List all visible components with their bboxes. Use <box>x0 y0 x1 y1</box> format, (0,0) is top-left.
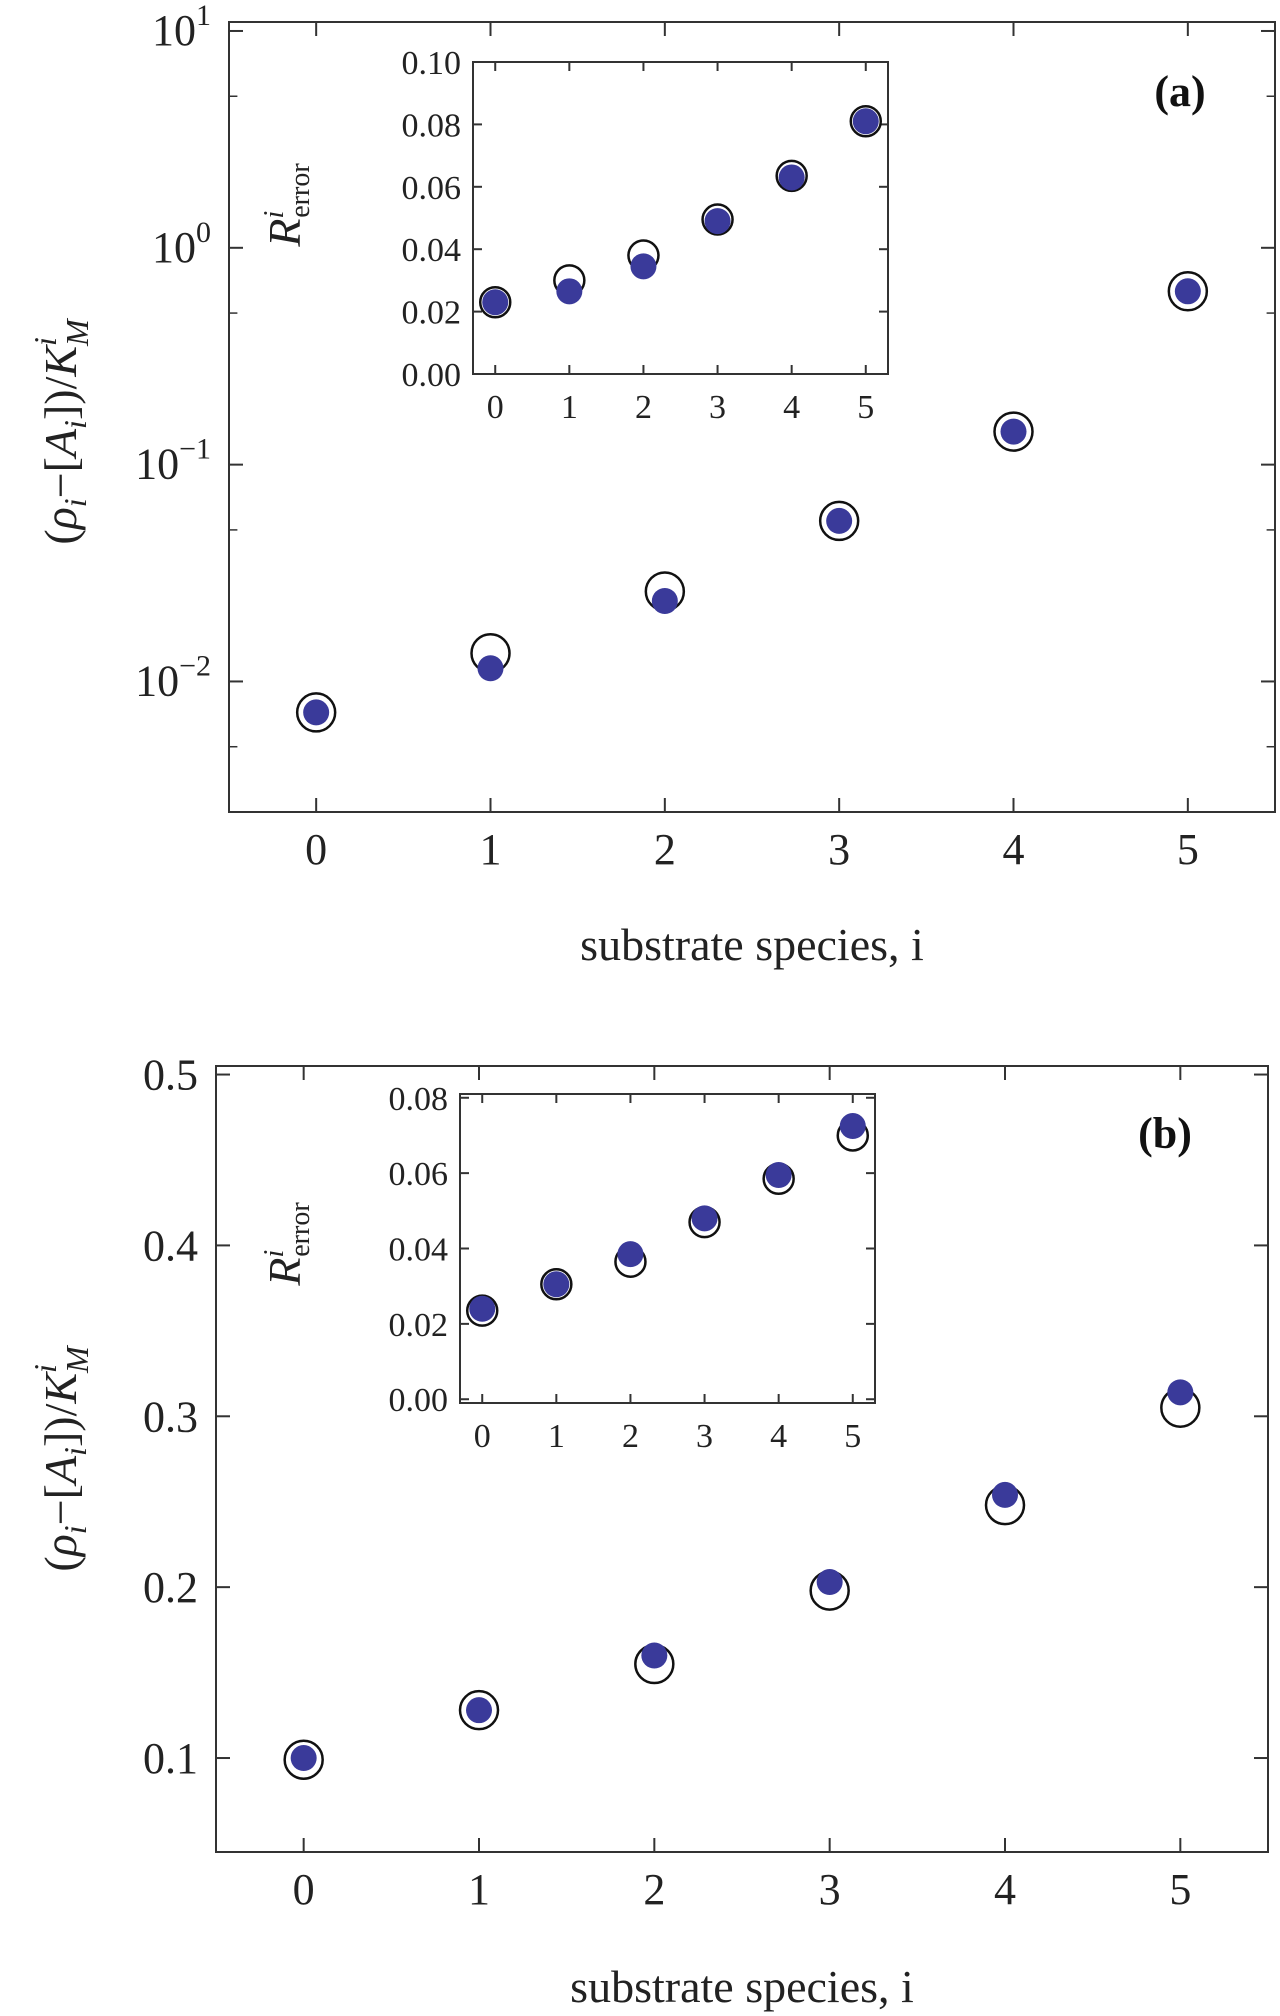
svg-text:(ρi−[Ai])/KiM: (ρi−[Ai])/KiM <box>27 317 95 545</box>
panel-b-ylabel: (ρi−[Ai])/KiM <box>27 1344 95 1572</box>
panel-a-inset-xtick-label: 5 <box>857 389 874 426</box>
panel-b-inset-ytick-label: 0.00 <box>389 1382 449 1419</box>
panel-a-xtick-label: 4 <box>1003 825 1025 874</box>
panel-b-inset-xtick-label: 5 <box>844 1418 861 1455</box>
panel-a-inset-ytick-label: 0.04 <box>402 232 462 269</box>
panel-b-inset-ylabel: Rierror <box>259 1202 316 1287</box>
panel-a-point-filled <box>303 699 330 726</box>
panel-b-xtick-label: 5 <box>1169 1865 1191 1914</box>
panel-b-point-filled <box>992 1481 1018 1508</box>
panel-b-ytick-label: 0.1 <box>143 1734 198 1783</box>
panel-a-inset-point-filled <box>482 289 509 316</box>
panel-a-xtick-label: 0 <box>305 825 327 874</box>
svg-text:(ρi−[Ai])/KiM: (ρi−[Ai])/KiM <box>27 1344 95 1572</box>
panel-a-inset-ylabel: Rierror <box>259 163 316 248</box>
panel-b-inset-point-filled <box>691 1205 718 1232</box>
panel-a-point-filled <box>826 507 853 534</box>
panel-b-frame <box>215 1065 1269 1853</box>
panel-b-inset-point-filled <box>543 1271 570 1298</box>
panel-a-inset-ytick-label: 0.00 <box>402 357 462 394</box>
panel-b-inset-ytick-label: 0.08 <box>389 1081 449 1118</box>
panel-a-ylabel: (ρi−[Ai])/KiM <box>27 317 95 545</box>
panel-a-inset-xtick-label: 2 <box>635 389 652 426</box>
panel-a-ytick-label: 100 <box>152 216 211 272</box>
panel-a-inset-xtick-label: 3 <box>709 389 726 426</box>
panel-a: 10−2 10−1 100 101 0 1 2 3 4 5 (a) substrate spec… <box>27 0 1276 970</box>
panel-b-inset-point-filled <box>469 1295 496 1322</box>
panel-b-inset-point-filled <box>617 1241 644 1268</box>
panel-a-point-filled <box>651 587 678 614</box>
panel-a-ytick-label: 101 <box>152 0 211 55</box>
svg-text:Rierror: Rierror <box>259 163 316 248</box>
panel-a-ytick-label: 10−2 <box>135 649 211 705</box>
panel-b-xtick-label: 1 <box>468 1865 490 1914</box>
panel-b-xtick-label: 4 <box>994 1865 1016 1914</box>
panel-b-xlabel: substrate species, i <box>570 1961 914 2012</box>
panel-a-inset-ytick-label: 0.08 <box>402 107 462 144</box>
panel-a-inset-point-filled <box>630 253 657 280</box>
panel-b-inset-point-filled <box>839 1113 866 1140</box>
panel-b: 0.1 0.2 0.3 0.4 0.5 0 1 2 3 4 5 (b) substrate spe… <box>27 1051 1269 2012</box>
panel-b-point-filled <box>816 1569 843 1596</box>
panel-a-point-filled <box>477 655 504 682</box>
panel-b-xtick-label: 2 <box>643 1865 665 1914</box>
panel-a-inset-xtick-label: 0 <box>487 389 504 426</box>
panel-b-inset-xtick-label: 2 <box>622 1418 639 1455</box>
panel-a-inset-ytick-label: 0.10 <box>402 45 462 82</box>
panel-a-inset-point-filled <box>704 208 731 235</box>
panel-b-point-filled <box>466 1697 492 1724</box>
panel-b-inset-xtick-label: 1 <box>548 1418 565 1455</box>
panel-b-ytick-label: 0.2 <box>143 1563 198 1612</box>
panel-b-inset-ytick-label: 0.02 <box>389 1307 449 1344</box>
panel-a-frame <box>228 21 1276 813</box>
panel-a-point-filled <box>1174 278 1201 305</box>
panel-b-point-filled <box>641 1642 668 1669</box>
panel-a-label: (a) <box>1154 67 1205 116</box>
panel-a-xtick-label: 3 <box>828 825 850 874</box>
panel-b-point-filled <box>1167 1379 1194 1406</box>
panel-b-xtick-label: 0 <box>293 1865 315 1914</box>
panel-a-inset-xtick-label: 1 <box>561 389 578 426</box>
panel-a-point-filled <box>1000 418 1027 445</box>
panel-a-inset-frame <box>472 61 889 375</box>
panel-a-xlabel: substrate species, i <box>580 919 924 970</box>
panel-b-inset-ytick-label: 0.06 <box>389 1156 449 1193</box>
panel-b-ytick-label: 0.5 <box>143 1051 198 1100</box>
panel-a-xtick-label: 5 <box>1177 825 1199 874</box>
panel-a-inset-ytick-label: 0.02 <box>402 295 462 332</box>
panel-b-ytick-label: 0.4 <box>143 1221 198 1270</box>
panel-b-xtick-label: 3 <box>819 1865 841 1914</box>
panel-b-inset-ytick-label: 0.04 <box>389 1232 449 1269</box>
panel-b-inset-xtick-label: 4 <box>770 1418 787 1455</box>
panel-a-inset-point-filled <box>778 164 805 191</box>
panel-b-label: (b) <box>1138 1109 1192 1158</box>
panel-a-inset-xtick-label: 4 <box>783 389 800 426</box>
panel-b-inset-frame <box>459 1093 876 1404</box>
panel-b-inset-point-filled <box>765 1162 792 1189</box>
panel-b-inset-xtick-label: 3 <box>696 1418 713 1455</box>
panel-a-inset-point-filled <box>556 278 583 305</box>
panel-a-inset-point-filled <box>852 108 879 135</box>
panel-a-xtick-label: 2 <box>654 825 676 874</box>
panel-a-inset-ytick-label: 0.06 <box>402 170 462 207</box>
panel-b-ytick-label: 0.3 <box>143 1392 198 1441</box>
panel-b-inset: 0.00 0.02 0.04 0.06 0.08 0 1 2 3 4 5 Rierror <box>259 1081 876 1455</box>
panel-b-point-filled <box>290 1745 317 1772</box>
panel-a-ytick-label: 10−1 <box>135 433 211 489</box>
panel-a-xtick-label: 1 <box>480 825 502 874</box>
panel-a-inset: 0.00 0.02 0.04 0.06 0.08 0.10 0 1 2 3 4 5 Rierror <box>259 45 889 426</box>
panel-b-inset-xtick-label: 0 <box>474 1418 491 1455</box>
svg-text:Rierror: Rierror <box>259 1202 316 1287</box>
